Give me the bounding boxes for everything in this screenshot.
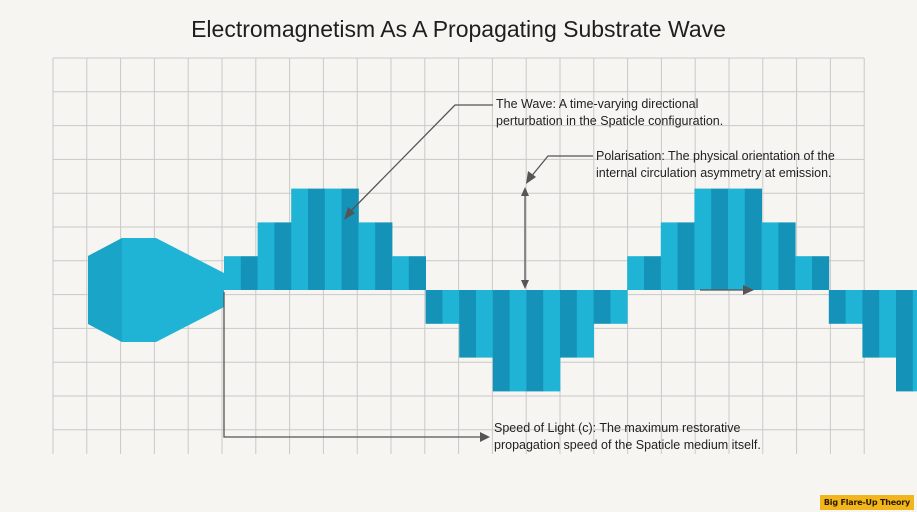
wave-bar-pos-8 [358, 222, 376, 290]
polarisation-annotation-line2: internal circulation asymmetry at emissi… [596, 166, 832, 180]
polarisation-arrowhead-top [521, 187, 529, 196]
speed-annotation-arrowhead [480, 432, 490, 442]
wave-bar-pos-7 [341, 188, 359, 290]
wave-bar-neg-15 [476, 290, 494, 358]
wave-bar-pos-27 [677, 222, 695, 290]
wave-bar-neg-12 [425, 290, 443, 324]
wave-bar-pos-4 [291, 188, 309, 290]
wave-bar-pos-6 [324, 188, 342, 290]
wave-bar-pos-10 [392, 256, 410, 290]
wave-bar-neg-36 [828, 290, 846, 324]
wave-bar-pos-26 [660, 222, 678, 290]
wave-bar-pos-3 [274, 222, 292, 290]
wave-bar-neg-17 [509, 290, 527, 392]
wave-bar-neg-13 [442, 290, 460, 324]
wave-bar-pos-31 [744, 188, 762, 290]
wave-bar-neg-19 [543, 290, 561, 392]
polarisation-annotation-leader [529, 155, 593, 179]
wave-bar-pos-1 [240, 256, 258, 290]
wave-bar-neg-37 [845, 290, 863, 324]
speed-annotation-leader [223, 292, 482, 438]
wave-bar-pos-35 [812, 256, 830, 290]
wave-bar-neg-40 [896, 290, 914, 392]
wave-bar-pos-24 [627, 256, 645, 290]
wave-bar-pos-34 [795, 256, 813, 290]
watermark-badge: Big Flare-Up Theory [819, 495, 914, 510]
wave-bar-neg-14 [459, 290, 477, 358]
wave-bar-pos-30 [728, 188, 746, 290]
wave-annotation: The Wave: A time-varying directional per… [496, 96, 723, 130]
wave-bar-pos-33 [778, 222, 796, 290]
wave-bar-neg-23 [610, 290, 628, 324]
propagation-arrowhead [743, 285, 754, 295]
wave-bar-neg-16 [492, 290, 510, 392]
wave-bar-pos-11 [408, 256, 426, 290]
substrate-wave [224, 188, 917, 392]
speed-annotation-line2: propagation speed of the Spaticle medium… [494, 438, 761, 452]
wave-annotation-line2: perturbation in the Spaticle configurati… [496, 114, 724, 128]
wave-bar-neg-41 [912, 290, 917, 392]
wave-bar-pos-25 [644, 256, 662, 290]
wave-bar-neg-21 [576, 290, 594, 358]
annotation-arrows [223, 104, 754, 442]
polarisation-annotation-arrowhead [526, 171, 536, 184]
polarisation-arrowhead-bottom [521, 280, 529, 289]
wave-bar-pos-0 [224, 256, 242, 290]
wave-bar-neg-18 [526, 290, 544, 392]
wave-bar-pos-28 [694, 188, 712, 290]
wave-bar-neg-20 [560, 290, 578, 358]
polarisation-annotation: Polarisation: The physical orientation o… [596, 148, 835, 182]
speed-annotation: Speed of Light (c): The maximum restorat… [494, 420, 761, 454]
speed-annotation-line1: Speed of Light (c): The maximum restorat… [494, 421, 741, 435]
wave-bar-neg-22 [593, 290, 611, 324]
wave-annotation-line1: The Wave: A time-varying directional [496, 97, 699, 111]
wave-bar-neg-38 [862, 290, 880, 358]
wave-annotation-leader [347, 104, 493, 215]
polarisation-annotation-line1: Polarisation: The physical orientation o… [596, 149, 835, 163]
wave-bar-pos-29 [711, 188, 729, 290]
emitter-source-shade [88, 238, 122, 342]
wave-bar-neg-39 [879, 290, 897, 358]
wave-bar-pos-32 [761, 222, 779, 290]
wave-annotation-arrowhead [344, 207, 355, 220]
wave-bar-pos-9 [375, 222, 393, 290]
wave-bar-pos-5 [308, 188, 326, 290]
page-title: Electromagnetism As A Propagating Substr… [191, 16, 726, 42]
wave-bar-pos-2 [257, 222, 275, 290]
